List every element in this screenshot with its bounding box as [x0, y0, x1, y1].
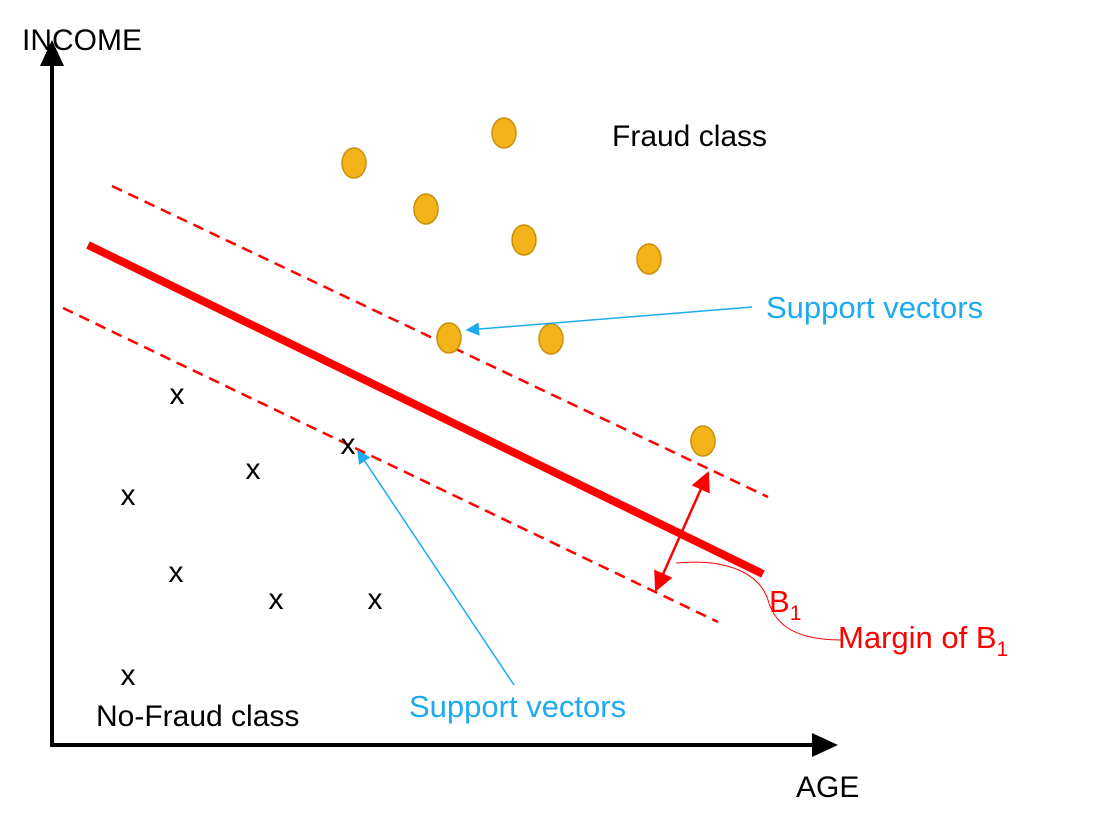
fraud-points [341, 117, 716, 457]
x-axis-label: AGE [796, 771, 859, 804]
boundary-label-subscript: 1 [790, 602, 802, 625]
support-vectors-label-bottom: Support vectors [409, 689, 626, 724]
no-fraud-point: x [269, 583, 284, 616]
boundary-label-name: B [769, 584, 790, 619]
margin-connector-curve [675, 561, 843, 641]
y-axis-label: INCOME [22, 24, 142, 57]
fraud-point [491, 117, 517, 149]
fraud-point [538, 323, 564, 355]
no-fraud-points: x x x x x x x x [121, 378, 383, 692]
y-axis-arrowhead [40, 40, 64, 66]
decision-boundary-b1 [86, 241, 765, 578]
margin-label: Margin of B1 [838, 620, 1008, 661]
fraud-point-support-vector [690, 425, 716, 457]
no-fraud-class-label: No-Fraud class [96, 700, 299, 733]
support-vector-arrow-bottom [357, 449, 515, 686]
no-fraud-point: x [169, 556, 184, 589]
no-fraud-point: x [170, 378, 185, 411]
fraud-point [511, 224, 537, 256]
x-axis-arrowhead [812, 733, 838, 757]
boundary-label: B1 [769, 584, 801, 625]
no-fraud-point: x [246, 453, 261, 486]
margin-label-subscript: 1 [997, 638, 1009, 661]
fraud-point [341, 147, 367, 179]
no-fraud-point-support-vector: x [341, 428, 356, 461]
no-fraud-point: x [368, 583, 383, 616]
lower-margin-line [62, 306, 719, 624]
no-fraud-point: x [121, 479, 136, 512]
support-vectors-label-top: Support vectors [766, 290, 983, 325]
fraud-point-support-vector [436, 322, 462, 354]
support-vector-arrow-top [465, 306, 753, 336]
fraud-point [636, 243, 662, 275]
fraud-point [413, 193, 439, 225]
no-fraud-point: x [121, 659, 136, 692]
margin-label-text: Margin of B [838, 620, 997, 655]
fraud-class-label: Fraud class [612, 120, 767, 153]
margin-arrow [654, 471, 710, 592]
